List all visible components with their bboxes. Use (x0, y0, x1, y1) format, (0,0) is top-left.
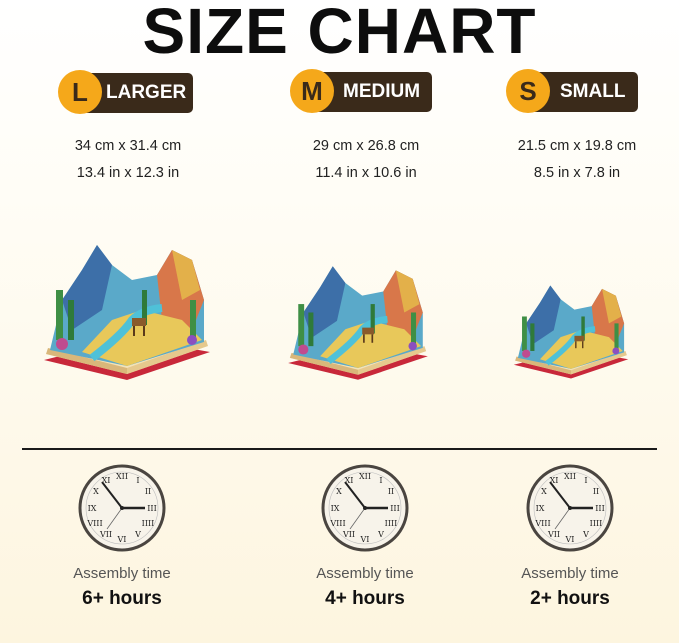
product-image-medium (284, 262, 432, 384)
product-image-small (508, 282, 634, 382)
assembly-time: 2+ hours (530, 588, 610, 609)
badge-letter: S (506, 69, 550, 113)
badge-label: LARGER (106, 82, 187, 103)
badge-letter: L (58, 70, 102, 114)
badge-label: SMALL (560, 81, 626, 102)
divider (22, 448, 657, 450)
badge-label: MEDIUM (343, 81, 421, 102)
clock-icon (525, 463, 615, 553)
assembly-label: Assembly time (73, 565, 171, 582)
assembly-time: 6+ hours (82, 588, 162, 609)
assembly-label: Assembly time (521, 565, 619, 582)
product-image-large (42, 240, 212, 385)
page-title: SIZE CHART (142, 0, 537, 67)
metric-size: 21.5 cm x 19.8 cm (517, 138, 637, 154)
badge-letter: M (290, 69, 334, 113)
assembly-label: Assembly time (316, 565, 414, 582)
dimensions-small: 21.5 cm x 19.8 cm 8.5 in x 7.8 in (477, 133, 677, 187)
metric-size: 29 cm x 26.8 cm (312, 138, 420, 154)
size-badge-large: L LARGER (58, 70, 193, 114)
imperial-size: 8.5 in x 7.8 in (533, 165, 621, 181)
clock-icon (77, 463, 167, 553)
dimensions-medium: 29 cm x 26.8 cm 11.4 in x 10.6 in (266, 133, 466, 187)
clock-icon (320, 463, 410, 553)
imperial-size: 11.4 in x 10.6 in (315, 165, 417, 181)
size-badge-medium: M MEDIUM (290, 69, 432, 113)
metric-size: 34 cm x 31.4 cm (74, 138, 182, 154)
assembly-time: 4+ hours (325, 588, 405, 609)
size-badge-small: S SMALL (506, 69, 638, 113)
imperial-size: 13.4 in x 12.3 in (76, 165, 180, 181)
dimensions-large: 34 cm x 31.4 cm 13.4 in x 12.3 in (28, 133, 228, 187)
